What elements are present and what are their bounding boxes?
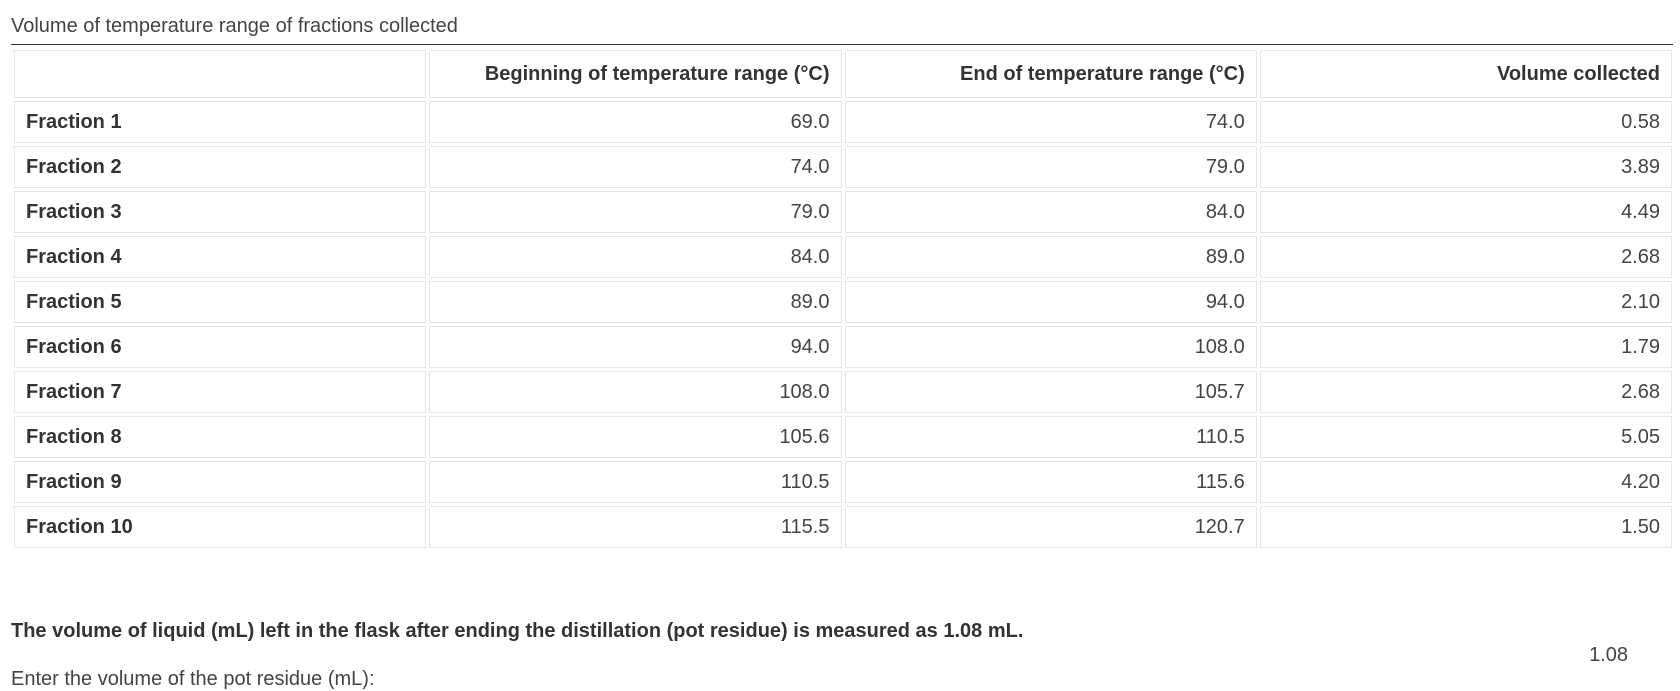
column-header-empty (14, 50, 427, 98)
table-row: Fraction 10 115.5 120.7 1.50 (14, 506, 1672, 548)
pot-residue-prompt: Enter the volume of the pot residue (mL)… (11, 668, 375, 690)
table-caption: Volume of temperature range of fractions… (11, 15, 1673, 45)
cell-begin-temp: 105.6 (429, 416, 842, 458)
table-row: Fraction 2 74.0 79.0 3.89 (14, 146, 1672, 188)
cell-begin-temp: 110.5 (429, 461, 842, 503)
cell-end-temp: 84.0 (844, 191, 1257, 233)
column-header-end-temp: End of temperature range (°C) (844, 50, 1257, 98)
cell-volume: 0.58 (1259, 101, 1672, 143)
row-label: Fraction 6 (14, 326, 427, 368)
table-row: Fraction 4 84.0 89.0 2.68 (14, 236, 1672, 278)
cell-volume: 3.89 (1259, 146, 1672, 188)
cell-end-temp: 74.0 (844, 101, 1257, 143)
row-label: Fraction 8 (14, 416, 427, 458)
cell-end-temp: 110.5 (844, 416, 1257, 458)
cell-end-temp: 105.7 (844, 371, 1257, 413)
table-row: Fraction 8 105.6 110.5 5.05 (14, 416, 1672, 458)
cell-end-temp: 108.0 (844, 326, 1257, 368)
pot-residue-value: 1.08 (1589, 644, 1628, 666)
fractions-table: Beginning of temperature range (°C) End … (11, 47, 1675, 551)
cell-begin-temp: 94.0 (429, 326, 842, 368)
column-header-begin-temp: Beginning of temperature range (°C) (429, 50, 842, 98)
table-row: Fraction 1 69.0 74.0 0.58 (14, 101, 1672, 143)
cell-begin-temp: 115.5 (429, 506, 842, 548)
row-label: Fraction 4 (14, 236, 427, 278)
table-row: Fraction 3 79.0 84.0 4.49 (14, 191, 1672, 233)
cell-begin-temp: 74.0 (429, 146, 842, 188)
cell-begin-temp: 108.0 (429, 371, 842, 413)
pot-residue-statement: The volume of liquid (mL) left in the fl… (11, 620, 1024, 642)
row-label: Fraction 7 (14, 371, 427, 413)
cell-end-temp: 115.6 (844, 461, 1257, 503)
cell-volume: 5.05 (1259, 416, 1672, 458)
row-label: Fraction 2 (14, 146, 427, 188)
cell-volume: 2.68 (1259, 236, 1672, 278)
cell-volume: 4.20 (1259, 461, 1672, 503)
cell-volume: 1.79 (1259, 326, 1672, 368)
cell-end-temp: 89.0 (844, 236, 1257, 278)
table-header-row: Beginning of temperature range (°C) End … (14, 50, 1672, 98)
row-label: Fraction 3 (14, 191, 427, 233)
cell-volume: 1.50 (1259, 506, 1672, 548)
cell-begin-temp: 69.0 (429, 101, 842, 143)
column-header-volume: Volume collected (1259, 50, 1672, 98)
cell-end-temp: 94.0 (844, 281, 1257, 323)
cell-begin-temp: 89.0 (429, 281, 842, 323)
row-label: Fraction 9 (14, 461, 427, 503)
cell-begin-temp: 79.0 (429, 191, 842, 233)
cell-volume: 2.10 (1259, 281, 1672, 323)
row-label: Fraction 5 (14, 281, 427, 323)
cell-end-temp: 79.0 (844, 146, 1257, 188)
row-label: Fraction 1 (14, 101, 427, 143)
table-row: Fraction 9 110.5 115.6 4.20 (14, 461, 1672, 503)
cell-end-temp: 120.7 (844, 506, 1257, 548)
row-label: Fraction 10 (14, 506, 427, 548)
cell-begin-temp: 84.0 (429, 236, 842, 278)
table-row: Fraction 5 89.0 94.0 2.10 (14, 281, 1672, 323)
cell-volume: 2.68 (1259, 371, 1672, 413)
cell-volume: 4.49 (1259, 191, 1672, 233)
table-row: Fraction 6 94.0 108.0 1.79 (14, 326, 1672, 368)
table-row: Fraction 7 108.0 105.7 2.68 (14, 371, 1672, 413)
